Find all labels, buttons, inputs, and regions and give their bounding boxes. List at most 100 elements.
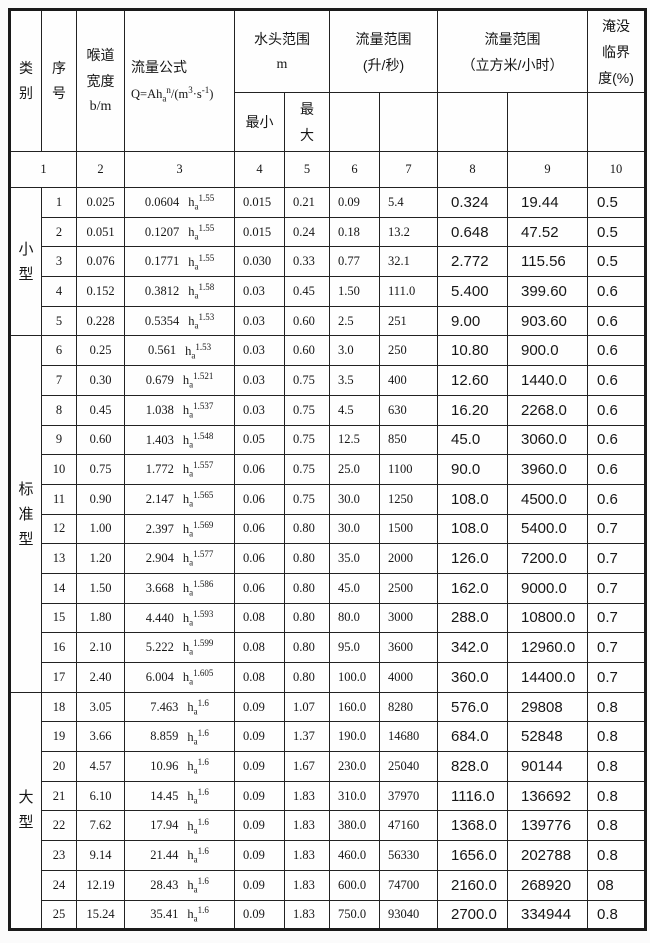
cell-serial: 14	[41, 572, 77, 604]
formula-variable-exponent: 1.537	[193, 400, 214, 411]
cell-flow-max-ls: 4000	[379, 662, 438, 693]
cell-throat-width: 0.076	[76, 246, 125, 278]
formula-variable-subscript: a	[194, 290, 199, 301]
formula-variable-base: h	[188, 195, 195, 210]
cell-throat-width: 15.24	[76, 899, 125, 931]
formula-variable-exponent: 1.55	[198, 252, 215, 263]
formula-variable-base: h	[182, 640, 190, 655]
subheader-max: 最 大	[284, 92, 330, 152]
cell-head-min: 0.06	[234, 513, 285, 545]
cell-throat-width: 1.00	[76, 513, 125, 545]
cell-flow-min-m3h: 828.0	[437, 751, 508, 782]
cell-flow-max-ls: 5.4	[379, 187, 438, 218]
cell-throat-width: 0.90	[76, 483, 125, 515]
cell-submergence: 0.6	[587, 483, 647, 515]
cell-flow-max-m3h: 90144	[506, 751, 589, 782]
header-flow-m3h-unit: （立方米/小时）	[461, 56, 564, 73]
category-label-char: 型	[18, 814, 34, 832]
table-row: 13 1.20 2.904 ha1.577 0.06 0.80 35.0 2000…	[10, 543, 647, 574]
cell-submergence: 0.6	[587, 305, 647, 337]
formula-coefficient: 2.904	[145, 551, 174, 566]
header-flow-range-ls: 流量范围 (升/秒)	[329, 9, 438, 93]
cell-flow-max-m3h: 900.0	[506, 335, 589, 367]
cell-flow-min-m3h: 2160.0	[437, 869, 508, 901]
formula-variable-exponent: 1.6	[197, 757, 209, 768]
formula-variable-exponent: 1.521	[193, 371, 214, 382]
cell-head-max: 0.21	[284, 187, 330, 218]
cell-flow-min-m3h: 360.0	[437, 662, 508, 693]
cell-flow-min-m3h: 12.60	[437, 365, 508, 396]
cell-flow-max-m3h: 10800.0	[506, 602, 589, 634]
formula-variable-subscript: a	[189, 528, 194, 539]
formula-variable-base: h	[182, 610, 190, 625]
cell-flow-min-ls: 95.0	[329, 632, 380, 663]
cell-head-max: 0.60	[284, 305, 330, 337]
cell-formula: 1.403 ha1.548	[124, 424, 235, 456]
cell-throat-width: 7.62	[76, 810, 125, 842]
cell-head-max: 1.83	[284, 899, 330, 931]
header-throat-line2: 宽度	[86, 73, 115, 89]
cell-flow-min-ls: 3.5	[329, 365, 380, 396]
subheader-max-char1: 最	[300, 101, 314, 117]
formula-variable-subscript: a	[193, 884, 198, 895]
cell-head-min: 0.05	[234, 424, 285, 456]
formula-variable-base: h	[187, 788, 194, 803]
cell-formula: 28.43 ha1.6	[124, 869, 235, 901]
formula-coefficient: 6.004	[145, 670, 174, 685]
formula-coefficient: 1.038	[145, 402, 174, 417]
formula-coefficient: 5.222	[145, 640, 174, 655]
cell-serial: 20	[41, 751, 77, 782]
cell-formula: 21.44 ha1.6	[124, 840, 235, 871]
cell-flow-max-m3h: 139776	[506, 810, 589, 842]
cell-head-min: 0.09	[234, 751, 285, 782]
table-row: 大型 18 3.05 7.463 ha1.6 0.09 1.07 160.0 828…	[9, 691, 647, 931]
cell-head-max: 0.80	[284, 632, 330, 663]
cell-flow-max-m3h: 3060.0	[506, 424, 589, 456]
table-row: 10 0.75 1.772 ha1.557 0.06 0.75 25.0 1100…	[10, 454, 647, 485]
formula-variable: ha1.586	[182, 579, 214, 598]
formula-variable-base: h	[185, 343, 192, 358]
cell-serial: 21	[41, 780, 77, 812]
formula-coefficient: 4.440	[145, 610, 174, 625]
cell-flow-max-ls: 1500	[379, 513, 438, 545]
formula-variable-subscript: a	[193, 706, 198, 717]
formula-coefficient: 17.94	[150, 818, 179, 833]
formula-variable-subscript: a	[193, 795, 198, 806]
formula-variable-exponent: 1.605	[193, 668, 214, 679]
formula-variable-base: h	[182, 581, 190, 596]
cell-throat-width: 6.10	[76, 780, 125, 812]
cell-head-min: 0.03	[234, 394, 285, 426]
cell-formula: 0.679 ha1.521	[124, 365, 235, 396]
cell-flow-min-m3h: 9.00	[437, 305, 508, 337]
subheader-empty-submergence	[587, 92, 647, 152]
formula-variable: ha1.548	[183, 431, 214, 450]
header-submergence-line2: 临界	[602, 43, 631, 60]
cell-head-max: 1.67	[284, 751, 330, 782]
subheader-empty-m3h-max	[506, 92, 589, 152]
cell-formula: 0.0604 ha1.55	[124, 187, 235, 218]
cell-throat-width: 0.25	[76, 335, 125, 367]
cell-flow-min-m3h: 5.400	[437, 276, 508, 307]
formula-variable-exponent: 1.53	[195, 341, 212, 352]
cell-head-min: 0.08	[234, 662, 285, 693]
cell-submergence: 0.6	[587, 394, 647, 426]
formula-variable-base: h	[182, 492, 190, 507]
cell-flow-min-ls: 230.0	[329, 751, 380, 782]
cell-flow-min-m3h: 576.0	[437, 691, 508, 723]
category-label-char: 大	[18, 789, 34, 807]
formula-exponent: -1	[201, 84, 210, 95]
cell-flow-max-m3h: 399.60	[506, 276, 589, 307]
cell-flow-min-ls: 0.09	[329, 187, 380, 218]
formula-exponent: 3	[188, 84, 193, 95]
table-row: 21 6.10 14.45 ha1.6 0.09 1.83 310.0 37970…	[10, 780, 647, 812]
formula-variable-subscript: a	[189, 646, 194, 657]
table-row: 4 0.152 0.3812 ha1.58 0.03 0.45 1.50 111.…	[10, 276, 647, 307]
cell-head-min: 0.09	[234, 869, 285, 901]
formula-variable-base: h	[182, 373, 190, 388]
cell-formula: 1.038 ha1.537	[124, 394, 235, 426]
table-row: 11 0.90 2.147 ha1.565 0.06 0.75 30.0 1250…	[10, 483, 647, 515]
formula-coefficient: 7.463	[150, 699, 179, 714]
subheader-max-char2: 大	[300, 127, 314, 143]
header-formula-title: 流量公式	[131, 58, 187, 75]
